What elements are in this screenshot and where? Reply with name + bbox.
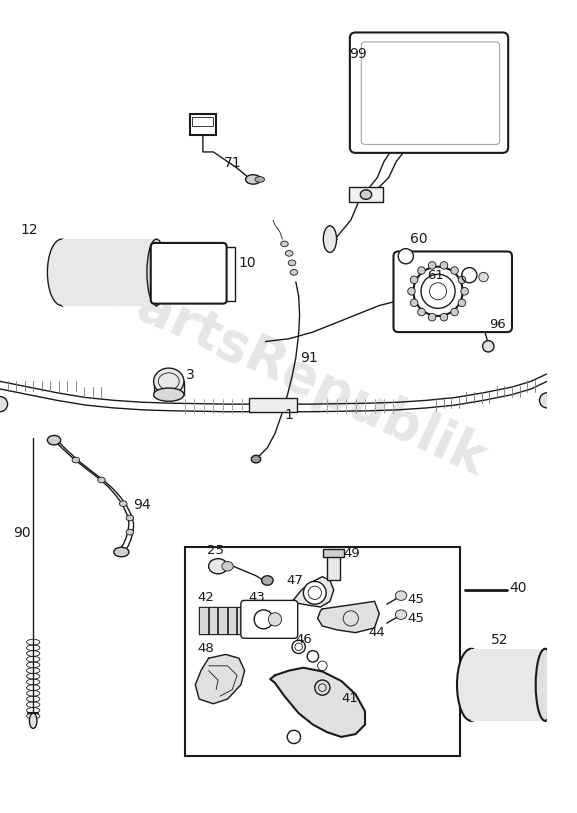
FancyBboxPatch shape [394, 251, 512, 332]
Ellipse shape [440, 262, 448, 269]
Text: 25: 25 [207, 544, 224, 557]
Ellipse shape [286, 250, 293, 256]
Bar [62, 239, 156, 306]
Text: 91: 91 [301, 350, 319, 365]
Bar [209, 607, 217, 633]
Ellipse shape [413, 267, 463, 316]
Ellipse shape [440, 313, 448, 321]
Ellipse shape [290, 269, 298, 275]
Ellipse shape [323, 226, 336, 252]
Bar [349, 187, 383, 202]
Bar [237, 607, 246, 633]
Bar [227, 607, 236, 633]
Bar [471, 649, 545, 721]
FancyBboxPatch shape [350, 33, 508, 153]
Polygon shape [196, 654, 245, 704]
Ellipse shape [410, 299, 418, 307]
Bar [193, 117, 213, 126]
Ellipse shape [398, 249, 413, 263]
Ellipse shape [147, 239, 166, 306]
Ellipse shape [119, 501, 127, 506]
Polygon shape [292, 576, 334, 607]
Bar [249, 398, 297, 411]
Ellipse shape [222, 562, 233, 571]
Ellipse shape [304, 581, 326, 604]
Text: 94: 94 [133, 498, 151, 511]
Bar [327, 552, 340, 580]
Ellipse shape [428, 313, 436, 321]
Ellipse shape [451, 267, 458, 274]
Ellipse shape [114, 547, 129, 557]
Ellipse shape [153, 368, 184, 394]
Text: 43: 43 [249, 591, 265, 604]
Ellipse shape [458, 299, 466, 307]
Ellipse shape [539, 393, 554, 408]
Ellipse shape [262, 576, 273, 585]
Text: 60: 60 [410, 233, 427, 246]
Ellipse shape [153, 388, 184, 402]
Text: 90: 90 [13, 526, 31, 540]
Polygon shape [317, 602, 379, 633]
Ellipse shape [280, 241, 288, 246]
Ellipse shape [29, 713, 37, 728]
Ellipse shape [451, 308, 458, 315]
Ellipse shape [479, 272, 488, 282]
Ellipse shape [47, 239, 76, 306]
Text: 52: 52 [491, 633, 509, 647]
FancyBboxPatch shape [241, 600, 298, 638]
Ellipse shape [72, 457, 80, 463]
Text: 1: 1 [284, 407, 293, 422]
Text: 71: 71 [224, 156, 241, 170]
Ellipse shape [360, 190, 372, 199]
Text: 41: 41 [342, 693, 358, 706]
Text: 45: 45 [408, 612, 425, 625]
Text: 49: 49 [343, 547, 360, 560]
Ellipse shape [461, 288, 469, 295]
Ellipse shape [395, 591, 407, 600]
Text: PartsRepublik: PartsRepublik [95, 264, 493, 487]
Ellipse shape [418, 308, 425, 315]
Ellipse shape [535, 649, 554, 721]
Ellipse shape [246, 175, 261, 185]
Ellipse shape [458, 276, 466, 284]
Ellipse shape [457, 649, 485, 721]
Text: 61: 61 [426, 268, 444, 281]
Text: 12: 12 [21, 223, 39, 237]
Ellipse shape [410, 276, 418, 284]
Text: 47: 47 [286, 574, 303, 587]
Ellipse shape [0, 397, 8, 411]
Ellipse shape [418, 267, 425, 274]
Text: 99: 99 [349, 47, 366, 61]
Bar [199, 607, 208, 633]
Text: 40: 40 [509, 581, 527, 595]
Text: 45: 45 [408, 593, 425, 606]
Ellipse shape [209, 559, 227, 574]
Text: 44: 44 [368, 626, 385, 639]
Bar [185, 547, 460, 756]
Ellipse shape [428, 262, 436, 269]
Ellipse shape [251, 455, 261, 463]
Text: 46: 46 [296, 633, 313, 646]
Ellipse shape [126, 529, 134, 535]
Text: 48: 48 [197, 642, 214, 655]
FancyBboxPatch shape [151, 243, 227, 303]
Text: 3: 3 [186, 367, 194, 382]
Ellipse shape [126, 515, 134, 521]
Ellipse shape [288, 260, 296, 266]
Text: 96: 96 [489, 318, 506, 331]
Ellipse shape [268, 613, 282, 626]
Ellipse shape [408, 288, 415, 295]
Polygon shape [270, 667, 365, 737]
Ellipse shape [47, 436, 61, 445]
Ellipse shape [395, 610, 407, 620]
Ellipse shape [98, 477, 105, 483]
Bar [218, 607, 227, 633]
Bar [190, 114, 216, 135]
Ellipse shape [255, 176, 264, 182]
Bar [323, 550, 344, 557]
Text: 10: 10 [239, 256, 257, 270]
Text: 42: 42 [197, 591, 214, 604]
Ellipse shape [482, 341, 494, 352]
